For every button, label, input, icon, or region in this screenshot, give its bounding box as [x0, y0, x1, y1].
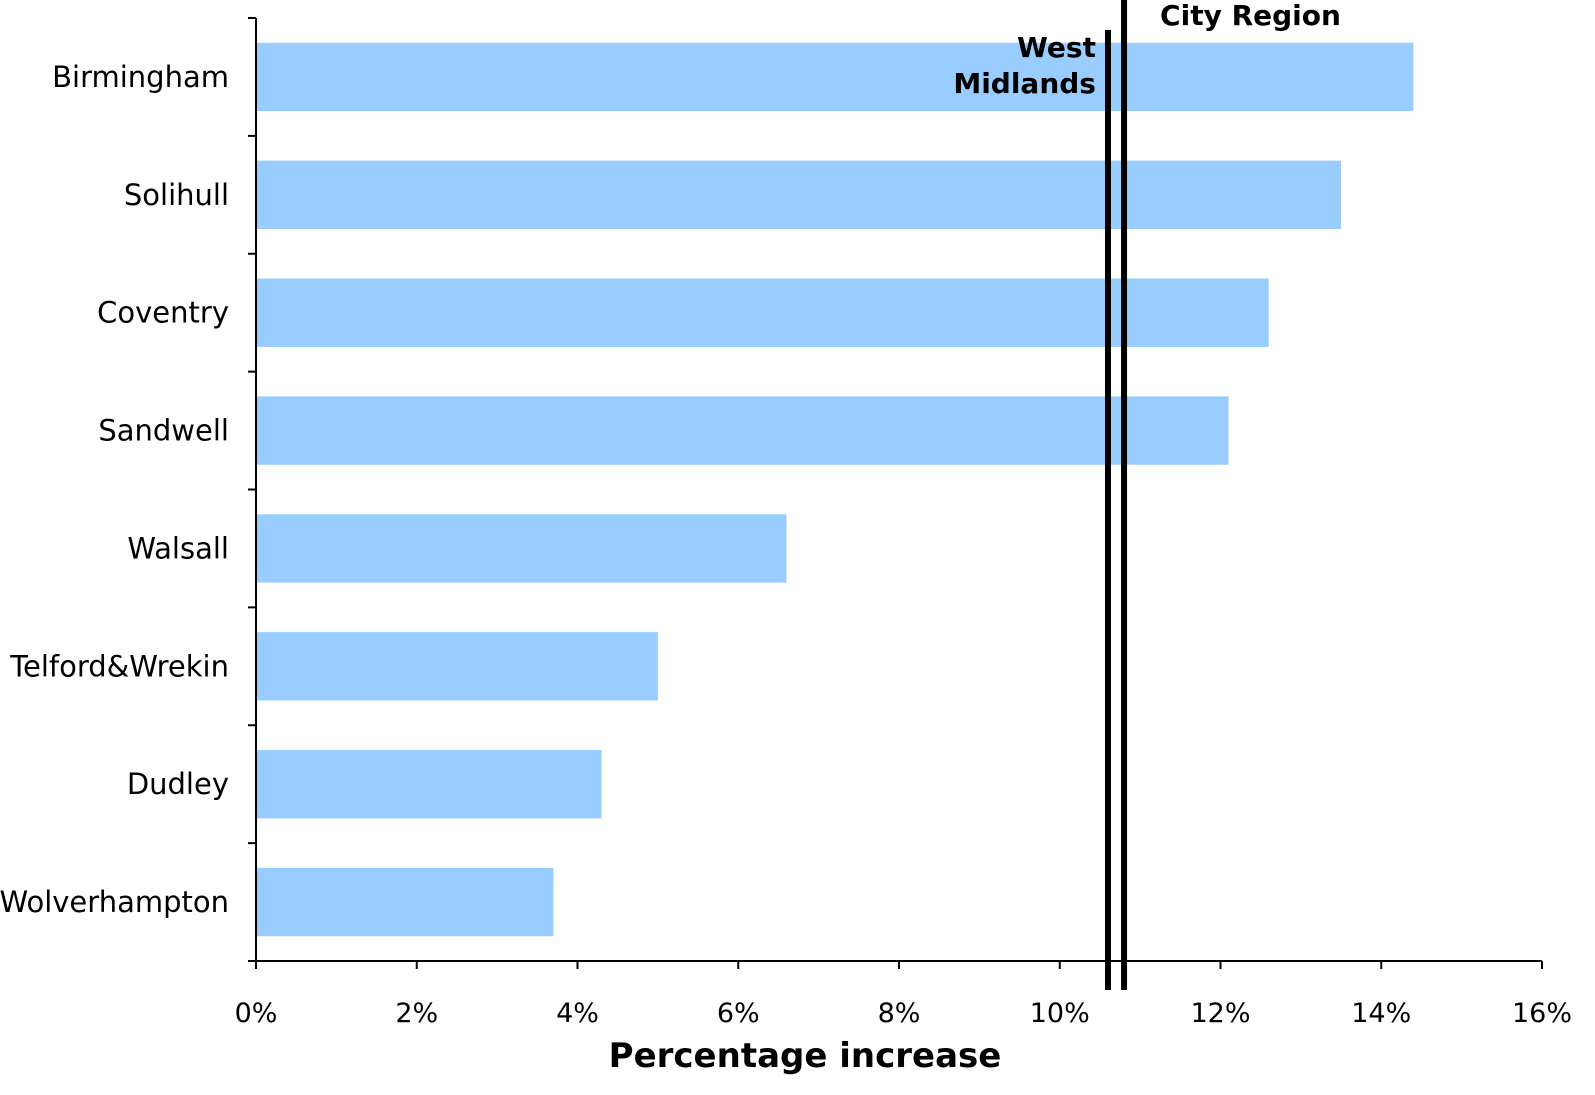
axes-group: [255, 18, 1542, 962]
bar: [256, 160, 1342, 229]
bar: [256, 632, 658, 701]
reference-line-label: City Region: [1160, 0, 1341, 32]
bar: [256, 278, 1269, 347]
y-ticks-group: [248, 17, 256, 962]
bars-group: [256, 42, 1414, 937]
category-label: Wolverhampton: [0, 885, 229, 919]
x-tick-label: 6%: [717, 998, 760, 1029]
x-tick-label: 2%: [395, 998, 438, 1029]
x-tick-label: 12%: [1190, 998, 1250, 1029]
bar: [256, 42, 1414, 112]
category-labels-group: Birmingham Solihull Coventry Sandwell Walsal…: [0, 60, 229, 919]
x-axis-title: Percentage increase: [609, 1036, 1002, 1076]
category-label: Solihull: [124, 178, 229, 212]
bar: [256, 396, 1229, 465]
category-label: Dudley: [127, 767, 229, 801]
x-tick-label: 8%: [878, 998, 921, 1029]
reference-line-label: West: [1017, 31, 1096, 64]
category-label: Telford&Wrekin: [9, 649, 229, 683]
x-tick-label: 14%: [1351, 998, 1411, 1029]
x-tick-label: 16%: [1512, 998, 1572, 1029]
category-label: Birmingham: [52, 60, 229, 94]
x-tick-label: 0%: [235, 998, 278, 1029]
category-label: Coventry: [97, 296, 229, 330]
category-label: Walsall: [127, 531, 229, 565]
bar: [256, 867, 554, 937]
x-tick-label: 10%: [1030, 998, 1090, 1029]
reference-line-label: Midlands: [953, 67, 1096, 100]
x-tick-label: 4%: [556, 998, 599, 1029]
bar: [256, 750, 602, 819]
bar: [256, 514, 787, 583]
x-tick-labels-group: 0% 2% 4% 6% 8% 10% 12% 14% 16%: [235, 998, 1572, 1029]
x-ticks-group: [255, 961, 1543, 969]
category-label: Sandwell: [98, 414, 229, 448]
